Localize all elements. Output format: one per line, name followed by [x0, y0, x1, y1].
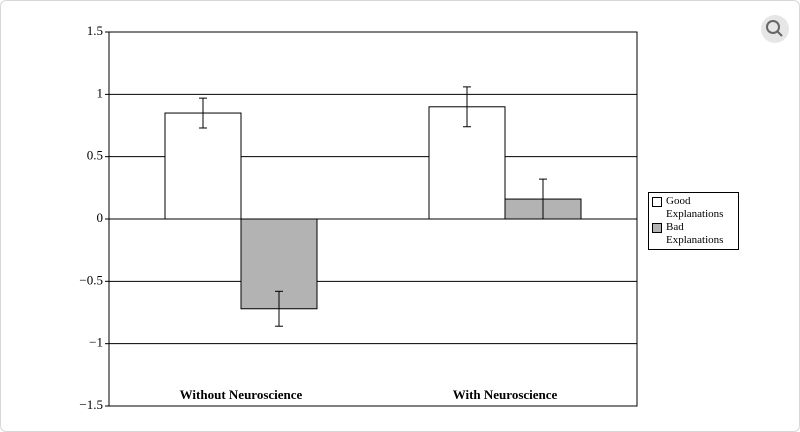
zoom-glyph	[766, 20, 780, 34]
y-tick-label: −1	[89, 335, 103, 350]
plot-frame	[108, 31, 638, 407]
legend-swatch	[652, 223, 662, 233]
legend: Good Explanations Bad Explanations	[648, 192, 739, 250]
y-tick-label: 0	[97, 210, 104, 225]
legend-label: Bad Explanations	[666, 221, 724, 246]
bar	[164, 112, 242, 220]
zoom-icon[interactable]	[761, 15, 789, 43]
legend-swatch	[652, 197, 662, 207]
legend-item: Good Explanations	[652, 195, 738, 221]
zoom-glyph	[776, 30, 783, 37]
y-tick-label: 1	[97, 85, 104, 100]
y-tick-label: −0.5	[79, 272, 103, 287]
legend-item: Bad Explanations	[652, 221, 738, 247]
y-tick-label: 0.5	[87, 148, 103, 163]
y-tick-label: 1.5	[87, 23, 103, 38]
y-tick-label: −1.5	[79, 397, 103, 412]
x-tick-label: With Neuroscience	[453, 387, 558, 402]
x-tick-label: Without Neuroscience	[180, 387, 303, 402]
legend-label: Good Explanations	[666, 195, 724, 220]
